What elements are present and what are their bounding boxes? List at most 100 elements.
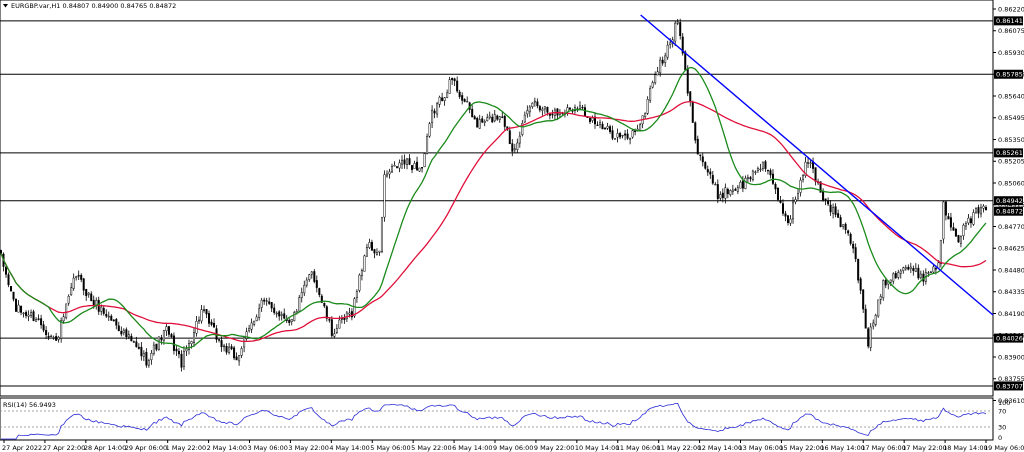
trendline[interactable] [640, 14, 994, 316]
time-tick-label: 29 Apr 06:00 [125, 444, 167, 452]
candle-body [375, 252, 378, 255]
candle-body [483, 120, 486, 123]
candle-body [12, 291, 15, 300]
candle-body [664, 55, 667, 63]
candle-body [360, 269, 363, 277]
candle-body [588, 118, 591, 122]
candle-body [288, 319, 291, 323]
candle-body [864, 308, 867, 329]
candle-body [466, 101, 469, 103]
candle-body [493, 114, 496, 122]
candle-body [50, 335, 53, 338]
candle-body [476, 117, 479, 128]
candle-body [859, 278, 862, 291]
candle-body [228, 346, 231, 353]
candle-body [751, 170, 754, 181]
candle-body [849, 233, 852, 244]
candle-body [501, 116, 504, 118]
candle-body [208, 313, 211, 324]
candle-body [363, 255, 366, 272]
price-pane[interactable]: 0.86220 0.86075 0.85930 0.85785 0.85640 0.854… [0, 0, 1024, 405]
candle-body [967, 217, 970, 224]
candle-body [378, 250, 381, 253]
candle-body [704, 162, 707, 169]
candle-body [847, 230, 850, 234]
candle-body [45, 330, 48, 335]
candle-body [137, 346, 140, 349]
candle-body [175, 348, 178, 352]
candle-body [132, 341, 135, 343]
candle-body [541, 108, 544, 111]
candle-body [122, 329, 125, 333]
candle-body [90, 293, 93, 302]
candle-body [779, 200, 782, 203]
candle-body [794, 199, 797, 203]
candle-body [406, 158, 409, 165]
rsi-levels [0, 410, 993, 428]
candle-body [754, 171, 757, 173]
candle-body [426, 136, 429, 154]
candle-body [724, 187, 727, 199]
candle-body [614, 138, 617, 140]
level-label-box [994, 196, 1023, 206]
candle-body [799, 179, 802, 193]
candle-body [155, 343, 158, 350]
candle-body [974, 208, 977, 213]
rsi-pane-frame [0, 397, 994, 441]
candle-body [162, 330, 165, 341]
candle-body [355, 291, 358, 299]
candle-body [401, 159, 404, 165]
candle-body [666, 44, 669, 58]
candle-body [315, 280, 318, 288]
candle-body [947, 216, 950, 220]
candle-body [644, 113, 647, 117]
candle-body [313, 271, 316, 282]
candle-body [385, 173, 388, 177]
moving-average-red [0, 100, 987, 343]
candle-body [30, 312, 33, 316]
candle-body [213, 322, 216, 328]
candle-body [536, 101, 539, 107]
candle-body [979, 207, 982, 215]
candle-body [192, 332, 195, 343]
candle-body [932, 266, 935, 273]
candle-body [195, 321, 198, 334]
candle-body [32, 311, 35, 321]
candle-body [60, 320, 63, 339]
candle-body [909, 266, 912, 269]
candle-body [616, 133, 619, 138]
dropdown-triangle-icon[interactable] [3, 4, 8, 8]
candle-body [200, 309, 203, 322]
time-tick-label: 17 May 06:00 [861, 444, 906, 452]
candle-body [977, 207, 980, 214]
candle-body [701, 156, 704, 163]
candle-body [814, 167, 817, 182]
symbol-info: EURGBP.var,H1 0.84807 0.84900 0.84765 0.… [11, 2, 176, 10]
candle-body [92, 299, 95, 306]
candle-body [919, 273, 922, 279]
candle-body [774, 183, 777, 190]
candle-body [451, 77, 454, 81]
candle-body [706, 169, 709, 173]
candle-body [526, 110, 529, 115]
candle-body [87, 292, 90, 295]
time-tick-label: 3 May 22:00 [288, 444, 328, 452]
candle-body [441, 97, 444, 101]
candle-body [639, 124, 642, 131]
candle-body [583, 107, 586, 116]
candle-body [944, 201, 947, 216]
candle-body [458, 91, 461, 97]
candle-body [776, 187, 779, 200]
level-label: 0.85785 [996, 71, 1023, 79]
candle-body [807, 162, 810, 164]
time-tick-label: 9 May 06:00 [493, 444, 533, 452]
candle-body [85, 288, 88, 296]
candle-body [17, 304, 20, 313]
candle-body [310, 271, 313, 275]
candle-body [278, 311, 281, 317]
candle-body [127, 334, 130, 338]
candle-body [902, 267, 905, 271]
